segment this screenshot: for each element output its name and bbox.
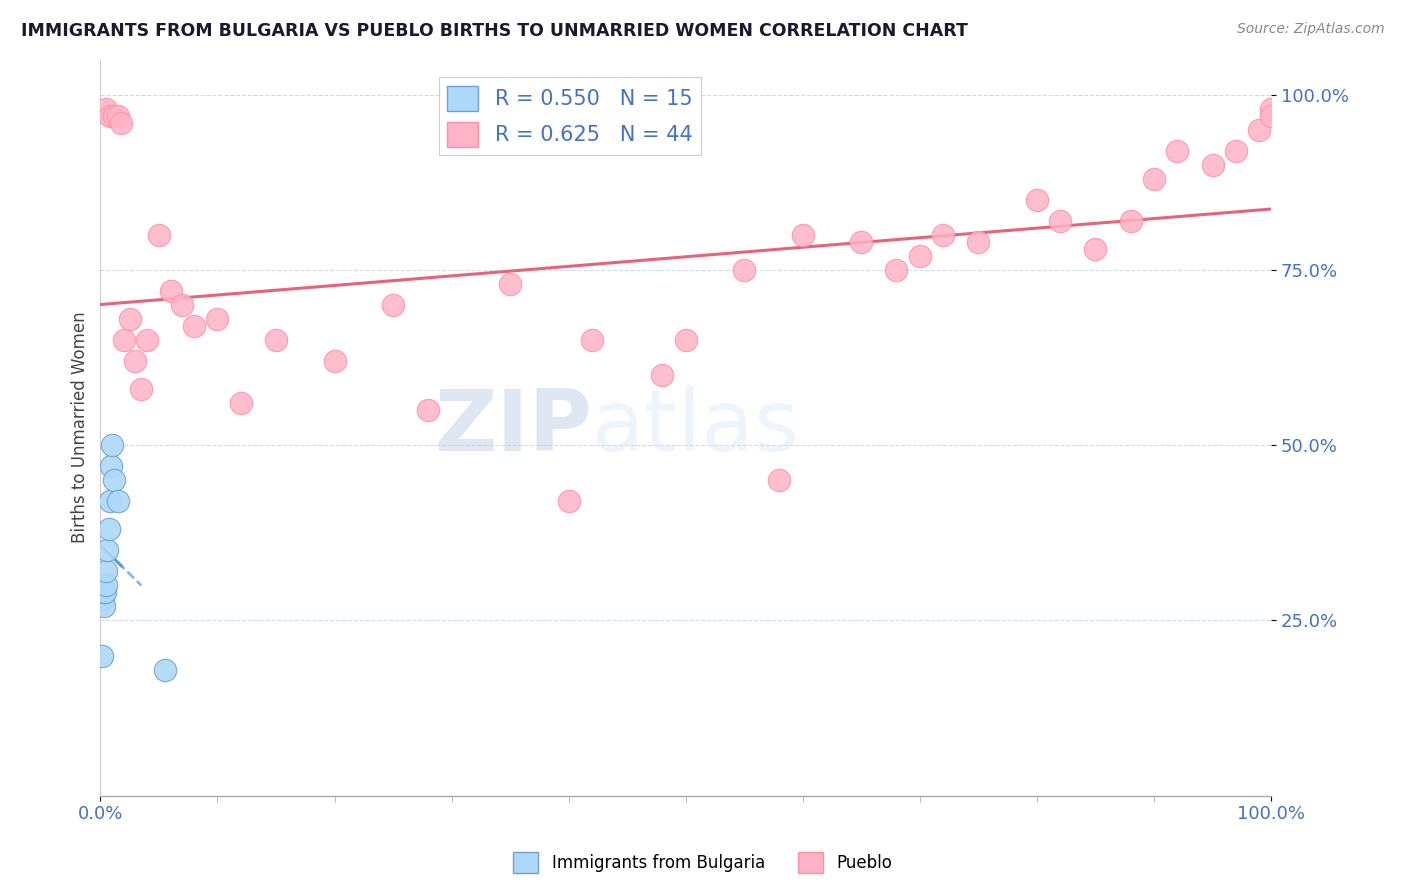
Point — [96, 102, 118, 116]
Point — [98, 494, 121, 508]
Point — [1166, 144, 1188, 158]
Point — [768, 473, 790, 487]
Point — [112, 333, 135, 347]
Point — [183, 318, 205, 333]
Point — [1026, 193, 1049, 207]
Point — [91, 648, 114, 663]
Text: IMMIGRANTS FROM BULGARIA VS PUEBLO BIRTHS TO UNMARRIED WOMEN CORRELATION CHART: IMMIGRANTS FROM BULGARIA VS PUEBLO BIRTH… — [21, 22, 967, 40]
Point — [733, 263, 755, 277]
Point — [932, 227, 955, 242]
Point — [1260, 109, 1282, 123]
Point — [107, 494, 129, 508]
Point — [97, 522, 120, 536]
Point — [1119, 214, 1142, 228]
Point — [382, 298, 405, 312]
Point — [148, 227, 170, 242]
Point — [118, 312, 141, 326]
Point — [101, 438, 124, 452]
Point — [172, 298, 194, 312]
Point — [94, 578, 117, 592]
Point — [96, 565, 118, 579]
Point — [557, 494, 579, 508]
Point — [100, 459, 122, 474]
Point — [1249, 122, 1271, 136]
Point — [1143, 171, 1166, 186]
Point — [103, 473, 125, 487]
Point — [418, 403, 440, 417]
Legend: R = 0.550   N = 15, R = 0.625   N = 44: R = 0.550 N = 15, R = 0.625 N = 44 — [439, 78, 702, 155]
Point — [107, 109, 129, 123]
Text: atlas: atlas — [592, 386, 800, 469]
Point — [94, 585, 117, 599]
Legend: Immigrants from Bulgaria, Pueblo: Immigrants from Bulgaria, Pueblo — [506, 846, 900, 880]
Point — [93, 599, 115, 614]
Point — [792, 227, 814, 242]
Text: Source: ZipAtlas.com: Source: ZipAtlas.com — [1237, 22, 1385, 37]
Point — [159, 284, 181, 298]
Point — [581, 333, 603, 347]
Point — [103, 109, 125, 123]
Point — [124, 354, 146, 368]
Point — [675, 333, 697, 347]
Point — [499, 277, 522, 291]
Point — [264, 333, 287, 347]
Point — [98, 109, 121, 123]
Point — [1049, 214, 1071, 228]
Point — [323, 354, 346, 368]
Point — [651, 368, 673, 383]
Y-axis label: Births to Unmarried Women: Births to Unmarried Women — [72, 312, 89, 543]
Point — [229, 396, 252, 410]
Point — [153, 663, 176, 677]
Text: ZIP: ZIP — [434, 386, 592, 469]
Point — [110, 116, 132, 130]
Point — [851, 235, 873, 249]
Point — [1084, 242, 1107, 256]
Point — [131, 382, 153, 396]
Point — [886, 263, 908, 277]
Point — [1201, 158, 1223, 172]
Point — [207, 312, 229, 326]
Point — [136, 333, 159, 347]
Point — [908, 249, 931, 263]
Point — [967, 235, 990, 249]
Point — [96, 543, 118, 558]
Point — [93, 585, 115, 599]
Point — [1260, 102, 1282, 116]
Point — [91, 592, 114, 607]
Point — [1225, 144, 1247, 158]
